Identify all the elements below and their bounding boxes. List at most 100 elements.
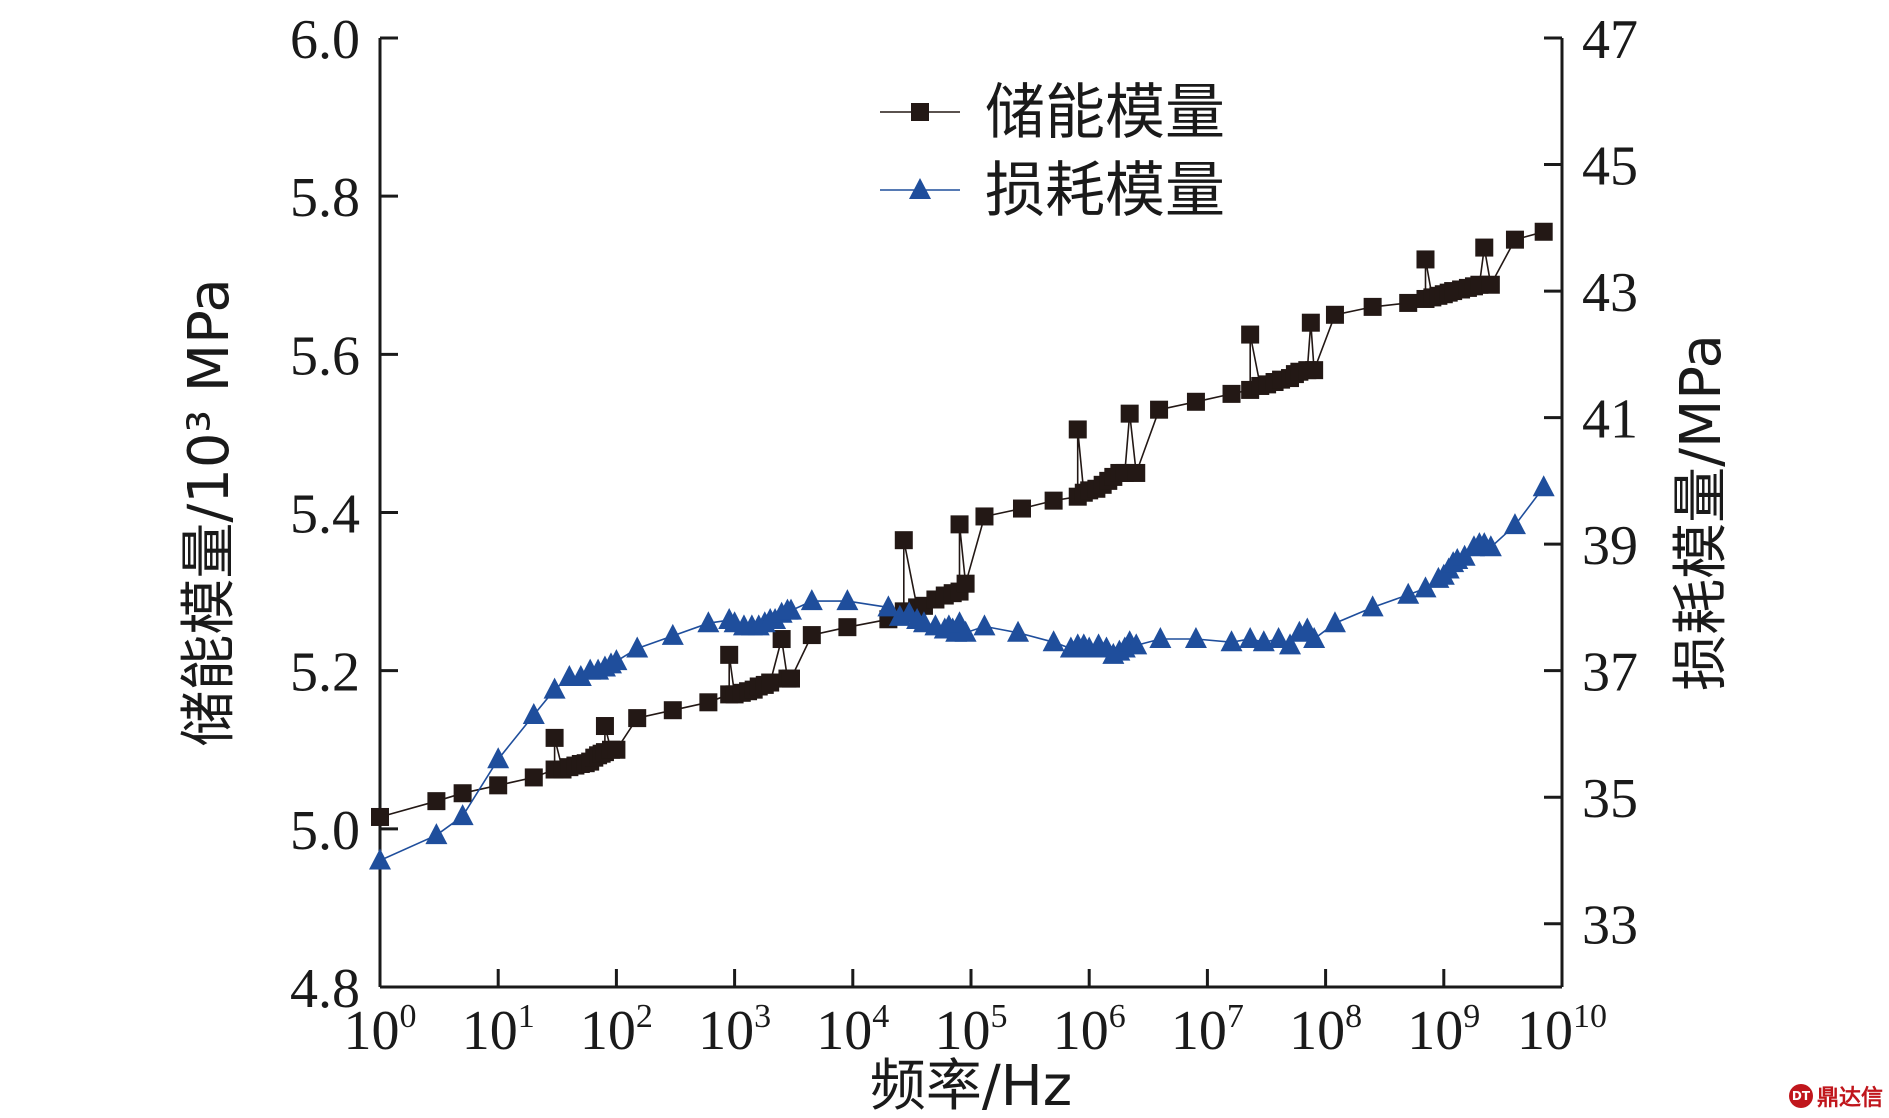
legend-triangle-marker: [909, 178, 931, 199]
data-point-triangle: [425, 823, 448, 845]
data-point-square: [1363, 297, 1382, 316]
data-point-triangle: [1267, 627, 1290, 649]
x-tick-label-exponent: 3: [754, 998, 771, 1035]
left-y-tick-label: 5.6: [290, 325, 360, 387]
data-point-triangle: [1303, 627, 1326, 649]
data-point-square: [489, 776, 508, 795]
data-point-square: [1150, 400, 1169, 419]
data-point-triangle: [487, 747, 510, 769]
data-point-triangle: [836, 589, 859, 611]
data-point-triangle: [800, 589, 823, 611]
right-y-tick-label: 39: [1582, 515, 1638, 577]
x-tick-label-exponent: 10: [1573, 998, 1607, 1035]
right-y-tick-label: 45: [1582, 136, 1638, 198]
chart-axes: [378, 38, 1564, 989]
data-point-square: [607, 740, 626, 759]
x-tick-label: 1010: [1517, 998, 1607, 1062]
data-point-triangle: [1414, 576, 1437, 598]
data-point-square: [1186, 392, 1205, 411]
x-tick-label-base: 10: [1407, 1000, 1463, 1062]
data-point-square: [838, 618, 857, 637]
chart-axis-titles: 频率/Hz 储能模量/10³ MPa 损耗模量/MPa: [177, 278, 1734, 1118]
data-point-square: [1416, 250, 1435, 269]
data-point-square: [975, 507, 994, 526]
legend-square-marker: [911, 103, 929, 121]
data-point-square: [1301, 313, 1320, 332]
data-point-square: [1012, 499, 1031, 518]
left-y-tick-label: 5.8: [290, 167, 360, 229]
data-point-triangle: [1532, 475, 1555, 497]
x-tick-label-base: 10: [1053, 1000, 1109, 1062]
data-point-triangle: [973, 614, 996, 636]
x-tick-label-base: 10: [698, 1000, 754, 1062]
data-point-square: [1241, 325, 1260, 344]
data-point-triangle: [605, 649, 628, 671]
x-tick-label-exponent: 7: [1227, 998, 1244, 1035]
x-tick-label-exponent: 5: [991, 998, 1008, 1035]
data-point-triangle: [543, 677, 566, 699]
x-axis-title: 频率/Hz: [870, 1054, 1072, 1118]
data-point-square: [524, 768, 543, 787]
x-tick-label-exponent: 2: [636, 998, 653, 1035]
data-point-square: [772, 630, 791, 649]
x-tick-label: 105: [935, 998, 1008, 1062]
data-point-triangle: [1239, 627, 1262, 649]
data-point-square: [956, 574, 975, 593]
data-point-triangle: [697, 611, 720, 633]
data-point-square: [427, 792, 446, 811]
x-tick-label: 103: [698, 998, 771, 1062]
right-y-tick-label: 37: [1582, 642, 1638, 704]
x-tick-label-exponent: 4: [872, 998, 889, 1035]
series-2: [369, 475, 1555, 870]
data-point-triangle: [877, 595, 900, 617]
data-point-square: [950, 515, 969, 534]
x-tick-label: 101: [462, 998, 535, 1062]
x-tick-label-exponent: 0: [400, 998, 417, 1035]
data-point-triangle: [1361, 595, 1384, 617]
legend-label: 储能模量: [985, 78, 1225, 148]
right-y-tick-label: 41: [1582, 389, 1638, 451]
data-point-triangle: [1220, 630, 1243, 652]
left-y-tick-label: 5.0: [290, 800, 360, 862]
x-tick-label-base: 10: [1517, 1000, 1573, 1062]
data-point-triangle: [369, 848, 391, 870]
right-y-tick-label: 43: [1582, 262, 1638, 324]
data-point-triangle: [954, 620, 977, 642]
left-y-tick-label: 5.2: [290, 642, 360, 704]
right-y-tick-label: 35: [1582, 768, 1638, 830]
data-point-square: [371, 807, 389, 826]
x-tick-label-exponent: 9: [1463, 998, 1480, 1035]
watermark-text: 鼎达信: [1816, 1086, 1883, 1111]
left-y-tick-label: 5.4: [290, 484, 360, 546]
data-point-triangle: [1279, 633, 1302, 655]
data-point-triangle: [1042, 630, 1065, 652]
right-y-tick-label: 47: [1582, 9, 1638, 71]
data-point-square: [1305, 361, 1324, 380]
watermark-logo-icon: DT: [1788, 1084, 1813, 1108]
x-tick-label-exponent: 6: [1109, 998, 1126, 1035]
legend-label: 损耗模量: [985, 156, 1225, 226]
chart-series: [369, 222, 1555, 870]
data-point-square: [1481, 275, 1500, 294]
data-point-triangle: [451, 804, 474, 826]
data-point-square: [545, 728, 564, 747]
data-point-triangle: [522, 702, 545, 724]
data-point-triangle: [1184, 627, 1207, 649]
left-y-tick-label: 6.0: [290, 9, 360, 71]
data-point-square: [663, 701, 682, 720]
series-1: [371, 222, 1553, 826]
data-point-square: [720, 645, 739, 664]
x-tick-label-base: 10: [462, 1000, 518, 1062]
x-tick-label: 109: [1407, 998, 1480, 1062]
data-point-square: [1325, 305, 1344, 324]
data-point-square: [628, 709, 647, 728]
x-tick-label-base: 10: [935, 1000, 991, 1062]
chart-ticks: 4.85.05.25.45.65.86.03335373941434547100…: [290, 9, 1638, 1062]
x-tick-label-base: 10: [580, 1000, 636, 1062]
x-tick-label-exponent: 8: [1345, 998, 1362, 1035]
data-point-square: [453, 784, 472, 803]
data-point-square: [761, 673, 780, 692]
x-tick-label-exponent: 1: [518, 998, 535, 1035]
